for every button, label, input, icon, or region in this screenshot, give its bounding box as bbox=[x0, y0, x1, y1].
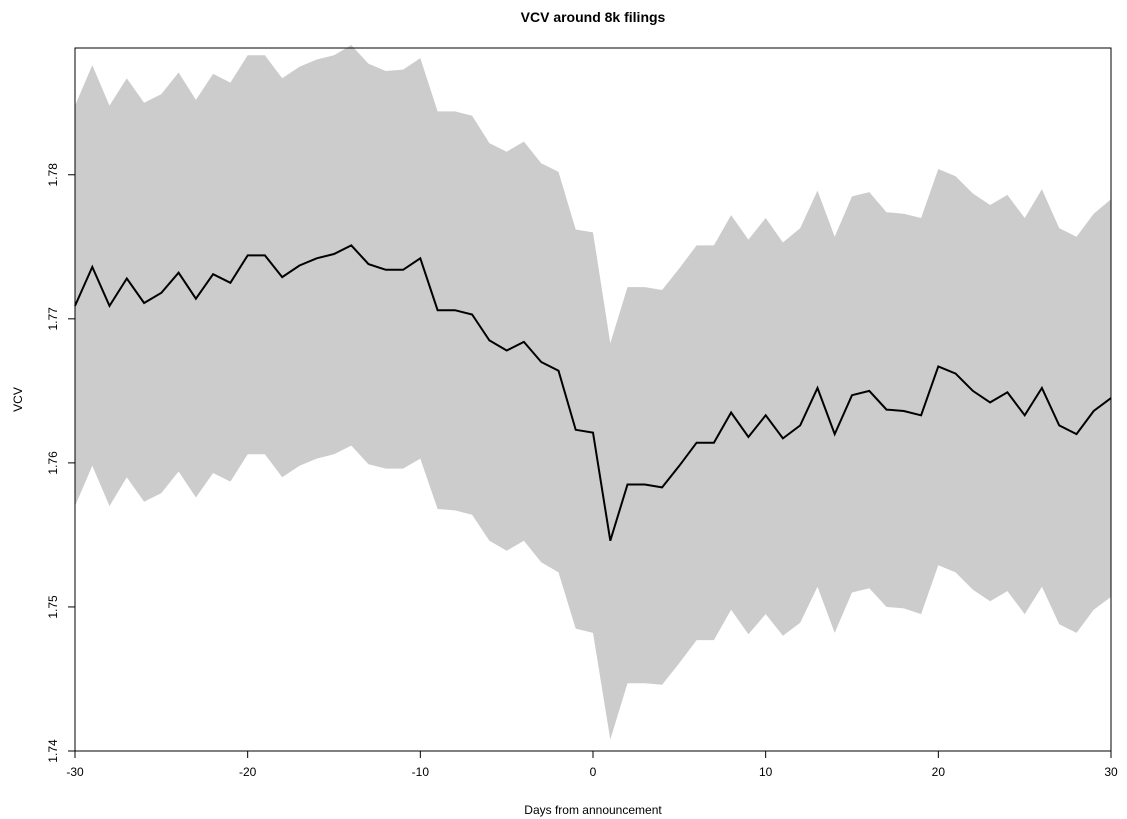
x-axis-title: Days from announcement bbox=[524, 803, 662, 817]
x-tick-label: -10 bbox=[412, 765, 430, 779]
y-tick-label: 1.74 bbox=[46, 739, 60, 763]
y-tick-label: 1.76 bbox=[46, 451, 60, 475]
x-tick-label: 30 bbox=[1104, 765, 1118, 779]
y-tick-label: 1.77 bbox=[46, 307, 60, 331]
plot-area bbox=[74, 45, 1112, 740]
y-axis-title: VCV bbox=[11, 387, 25, 412]
x-tick-label: 20 bbox=[932, 765, 946, 779]
x-tick-label: -20 bbox=[239, 765, 257, 779]
y-axis: 1.74 1.75 1.76 1.77 1.78 bbox=[46, 163, 75, 763]
confidence-band bbox=[75, 45, 1111, 740]
x-tick-label: 0 bbox=[590, 765, 597, 779]
chart-title: VCV around 8k filings bbox=[521, 9, 666, 25]
y-tick-label: 1.75 bbox=[46, 595, 60, 619]
mean-series-line bbox=[74, 244, 1112, 541]
x-tick-label: 10 bbox=[759, 765, 773, 779]
y-tick-label: 1.78 bbox=[46, 163, 60, 187]
x-tick-label: -30 bbox=[66, 765, 84, 779]
x-axis: -30 -20 -10 0 10 20 30 bbox=[66, 751, 1118, 779]
